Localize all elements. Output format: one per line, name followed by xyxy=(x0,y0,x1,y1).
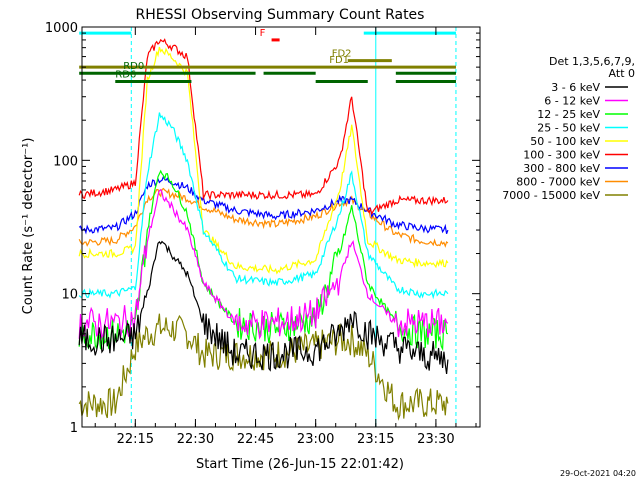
x-tick-label-0: 22:15 xyxy=(117,432,154,447)
series-line-6 xyxy=(78,175,449,235)
legend-subtitle: Att 0 xyxy=(609,67,635,80)
flag-label-1: F xyxy=(260,28,266,39)
legend-label-7: 800 - 7000 keV xyxy=(516,176,600,189)
flag-label-4: RD0 xyxy=(123,61,144,72)
legend-label-4: 50 - 100 keV xyxy=(530,135,600,148)
series-line-4 xyxy=(78,46,449,275)
y-axis-label: Count Rate (s⁻¹ detector⁻¹) xyxy=(21,138,36,315)
series-line-7 xyxy=(78,187,449,248)
plot-frame xyxy=(81,26,481,428)
y-tick-label-0: 1 xyxy=(70,421,78,436)
flag-label-5: RD6 xyxy=(115,70,136,81)
x-tick-label-4: 23:15 xyxy=(357,432,394,447)
series-line-0 xyxy=(78,240,449,374)
legend-label-8: 7000 - 15000 keV xyxy=(502,189,600,202)
generation-timestamp: 29-Oct-2021 04:20 xyxy=(560,469,636,478)
flag-label-3: FD2 xyxy=(332,49,352,60)
legend-label-0: 3 - 6 keV xyxy=(551,81,600,94)
x-tick-label-5: 23:30 xyxy=(417,432,454,447)
series-line-3 xyxy=(78,112,449,300)
axes: 22:15 22:30 22:45 23:00 23:15 23:30 1 10 100 1000 xyxy=(45,21,480,447)
legend-title: Det 1,3,5,6,7,9, xyxy=(549,55,635,68)
x-axis-label: Start Time (26-Jun-15 22:01:42) xyxy=(196,457,404,472)
y-tick-label-1: 10 xyxy=(61,288,78,303)
legend-label-5: 100 - 300 keV xyxy=(523,149,600,162)
x-tick-label-2: 22:45 xyxy=(237,432,274,447)
legend-label-1: 6 - 12 keV xyxy=(544,95,600,108)
flag-label-2: FD1 xyxy=(329,55,349,66)
y-tick-label-2: 100 xyxy=(53,154,78,169)
legend-label-2: 12 - 25 keV xyxy=(537,108,600,121)
x-tick-label-3: 23:00 xyxy=(297,432,334,447)
x-tick-label-1: 22:30 xyxy=(177,432,214,447)
legend-label-6: 300 - 800 keV xyxy=(523,162,600,175)
y-tick-label-3: 1000 xyxy=(45,21,78,36)
series-line-5 xyxy=(78,38,449,216)
chart-title: RHESSI Observing Summary Count Rates xyxy=(136,7,425,23)
legend-label-3: 25 - 50 keV xyxy=(537,122,600,135)
series-line-1 xyxy=(78,188,449,340)
series-line-8 xyxy=(78,313,449,421)
